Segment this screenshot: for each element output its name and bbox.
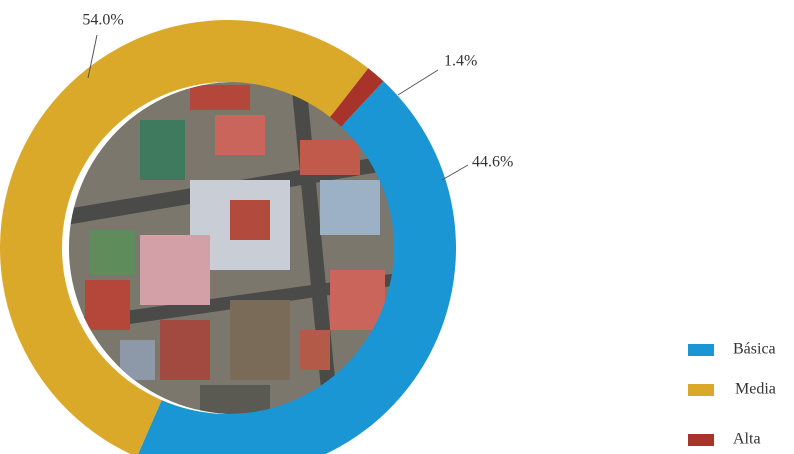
legend-label: Básica bbox=[733, 341, 776, 358]
data-label: 1.4% bbox=[444, 53, 477, 70]
leader-line bbox=[441, 164, 469, 181]
leader-line bbox=[397, 69, 439, 96]
data-label: 44.6% bbox=[472, 154, 513, 171]
legend-label: Alta bbox=[733, 431, 761, 448]
legend-swatch bbox=[688, 384, 714, 396]
donut-slice bbox=[330, 68, 384, 127]
leader-line bbox=[87, 34, 98, 79]
donut-slice bbox=[0, 20, 369, 454]
legend-swatch bbox=[688, 434, 714, 446]
legend-label: Media bbox=[735, 381, 776, 398]
data-label: 54.0% bbox=[82, 12, 123, 29]
legend-swatch bbox=[688, 344, 714, 356]
donut-slice bbox=[138, 81, 456, 454]
aerial-photo bbox=[69, 82, 401, 414]
